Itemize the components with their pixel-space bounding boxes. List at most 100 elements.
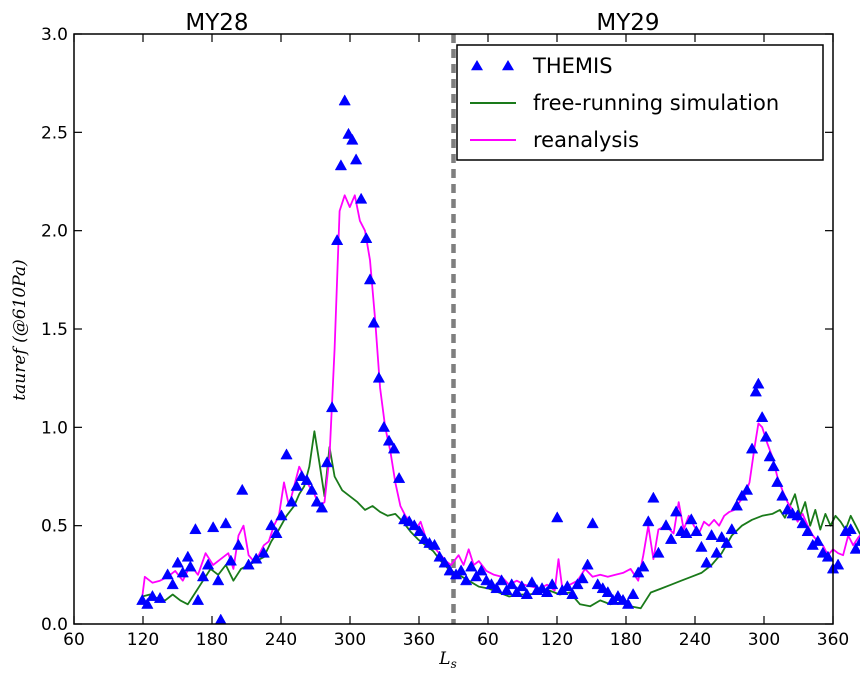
data-point [189,523,202,535]
data-point [413,525,426,537]
data-point [756,410,769,422]
data-point [325,401,339,413]
data-point [505,578,518,590]
data-point [735,489,749,501]
data-point [854,536,860,546]
data-point [433,550,446,562]
data-point [831,558,845,570]
data-point [652,546,665,558]
data-point [796,517,809,529]
data-point [475,564,488,576]
data-point [250,552,263,564]
data-point [346,133,359,145]
data-point [372,371,385,383]
data-point [821,550,835,562]
legend-label: free-running simulation [533,91,779,115]
data-point [571,578,584,590]
data-point [146,589,159,601]
data-point [561,580,574,592]
data-point [705,528,718,540]
data-point [715,530,728,542]
data-point [776,489,789,501]
series-themis [136,94,860,625]
data-point [627,587,640,599]
x-tick-label: 120 [541,630,573,650]
data-point [236,483,249,495]
data-point [257,546,270,558]
x-axis-label: Ls [438,649,456,671]
data-point [759,430,773,442]
data-point [176,566,189,578]
data-point [300,473,313,485]
data-point [330,233,344,245]
data-point [685,513,698,525]
data-point [749,385,762,397]
data-point [270,527,283,538]
data-point [700,556,713,568]
data-point [408,519,421,531]
legend-label: THEMIS [532,54,613,78]
data-point [725,523,738,535]
x-tick-label: 120 [127,630,159,650]
data-point [360,232,373,243]
data-point [637,560,650,572]
data-point [520,587,533,599]
legend: THEMIS free-running simulation reanalysis [456,44,824,161]
data-point [801,525,814,537]
data-point [844,523,857,535]
data-point [460,574,473,586]
data-point [540,586,554,597]
data-point [212,574,225,586]
series-line [141,194,860,597]
y-tick-label: 1.0 [41,418,68,438]
data-point [349,153,363,165]
data-point [315,501,329,513]
legend-item: THEMIS [471,54,613,78]
legend-marker [502,60,514,71]
data-point [470,570,483,582]
data-point [196,570,210,582]
data-point [392,471,406,483]
data-point [161,568,174,580]
data-point [285,495,298,507]
data-point [690,525,703,537]
data-point [763,450,776,462]
data-point [601,586,614,597]
data-point [811,534,824,546]
data-point [546,578,559,590]
data-point [664,532,678,544]
data-point [265,519,278,531]
series-layer [136,94,860,625]
y-tick-label: 2.5 [41,123,68,143]
y-axis-label: tauref (@610Pa) [10,259,30,400]
x-tick-label: 60 [63,630,85,650]
data-point [632,566,645,578]
x-tick-label: 360 [403,630,435,650]
data-point [428,538,441,550]
x-tick-label: 360 [817,630,849,650]
data-point [153,591,167,603]
data-point [184,560,197,572]
x-tick-label: 180 [610,630,642,650]
data-point [219,517,232,529]
data-point [355,192,368,204]
data-point [647,491,660,503]
data-point [280,448,293,460]
data-point [465,560,478,572]
data-point [367,316,380,328]
data-point [490,582,503,594]
data-point [740,483,754,495]
data-point [338,94,351,106]
data-point [659,519,673,531]
data-point [334,159,348,171]
legend-label: reanalysis [533,128,639,152]
data-point [305,483,318,495]
data-point [767,460,780,472]
x-tick-label: 240 [679,630,711,650]
x-tick-label: 300 [748,630,780,650]
data-point [730,499,743,511]
y-tick-label: 0.0 [41,615,68,635]
data-point [680,527,693,538]
data-point [191,593,205,605]
